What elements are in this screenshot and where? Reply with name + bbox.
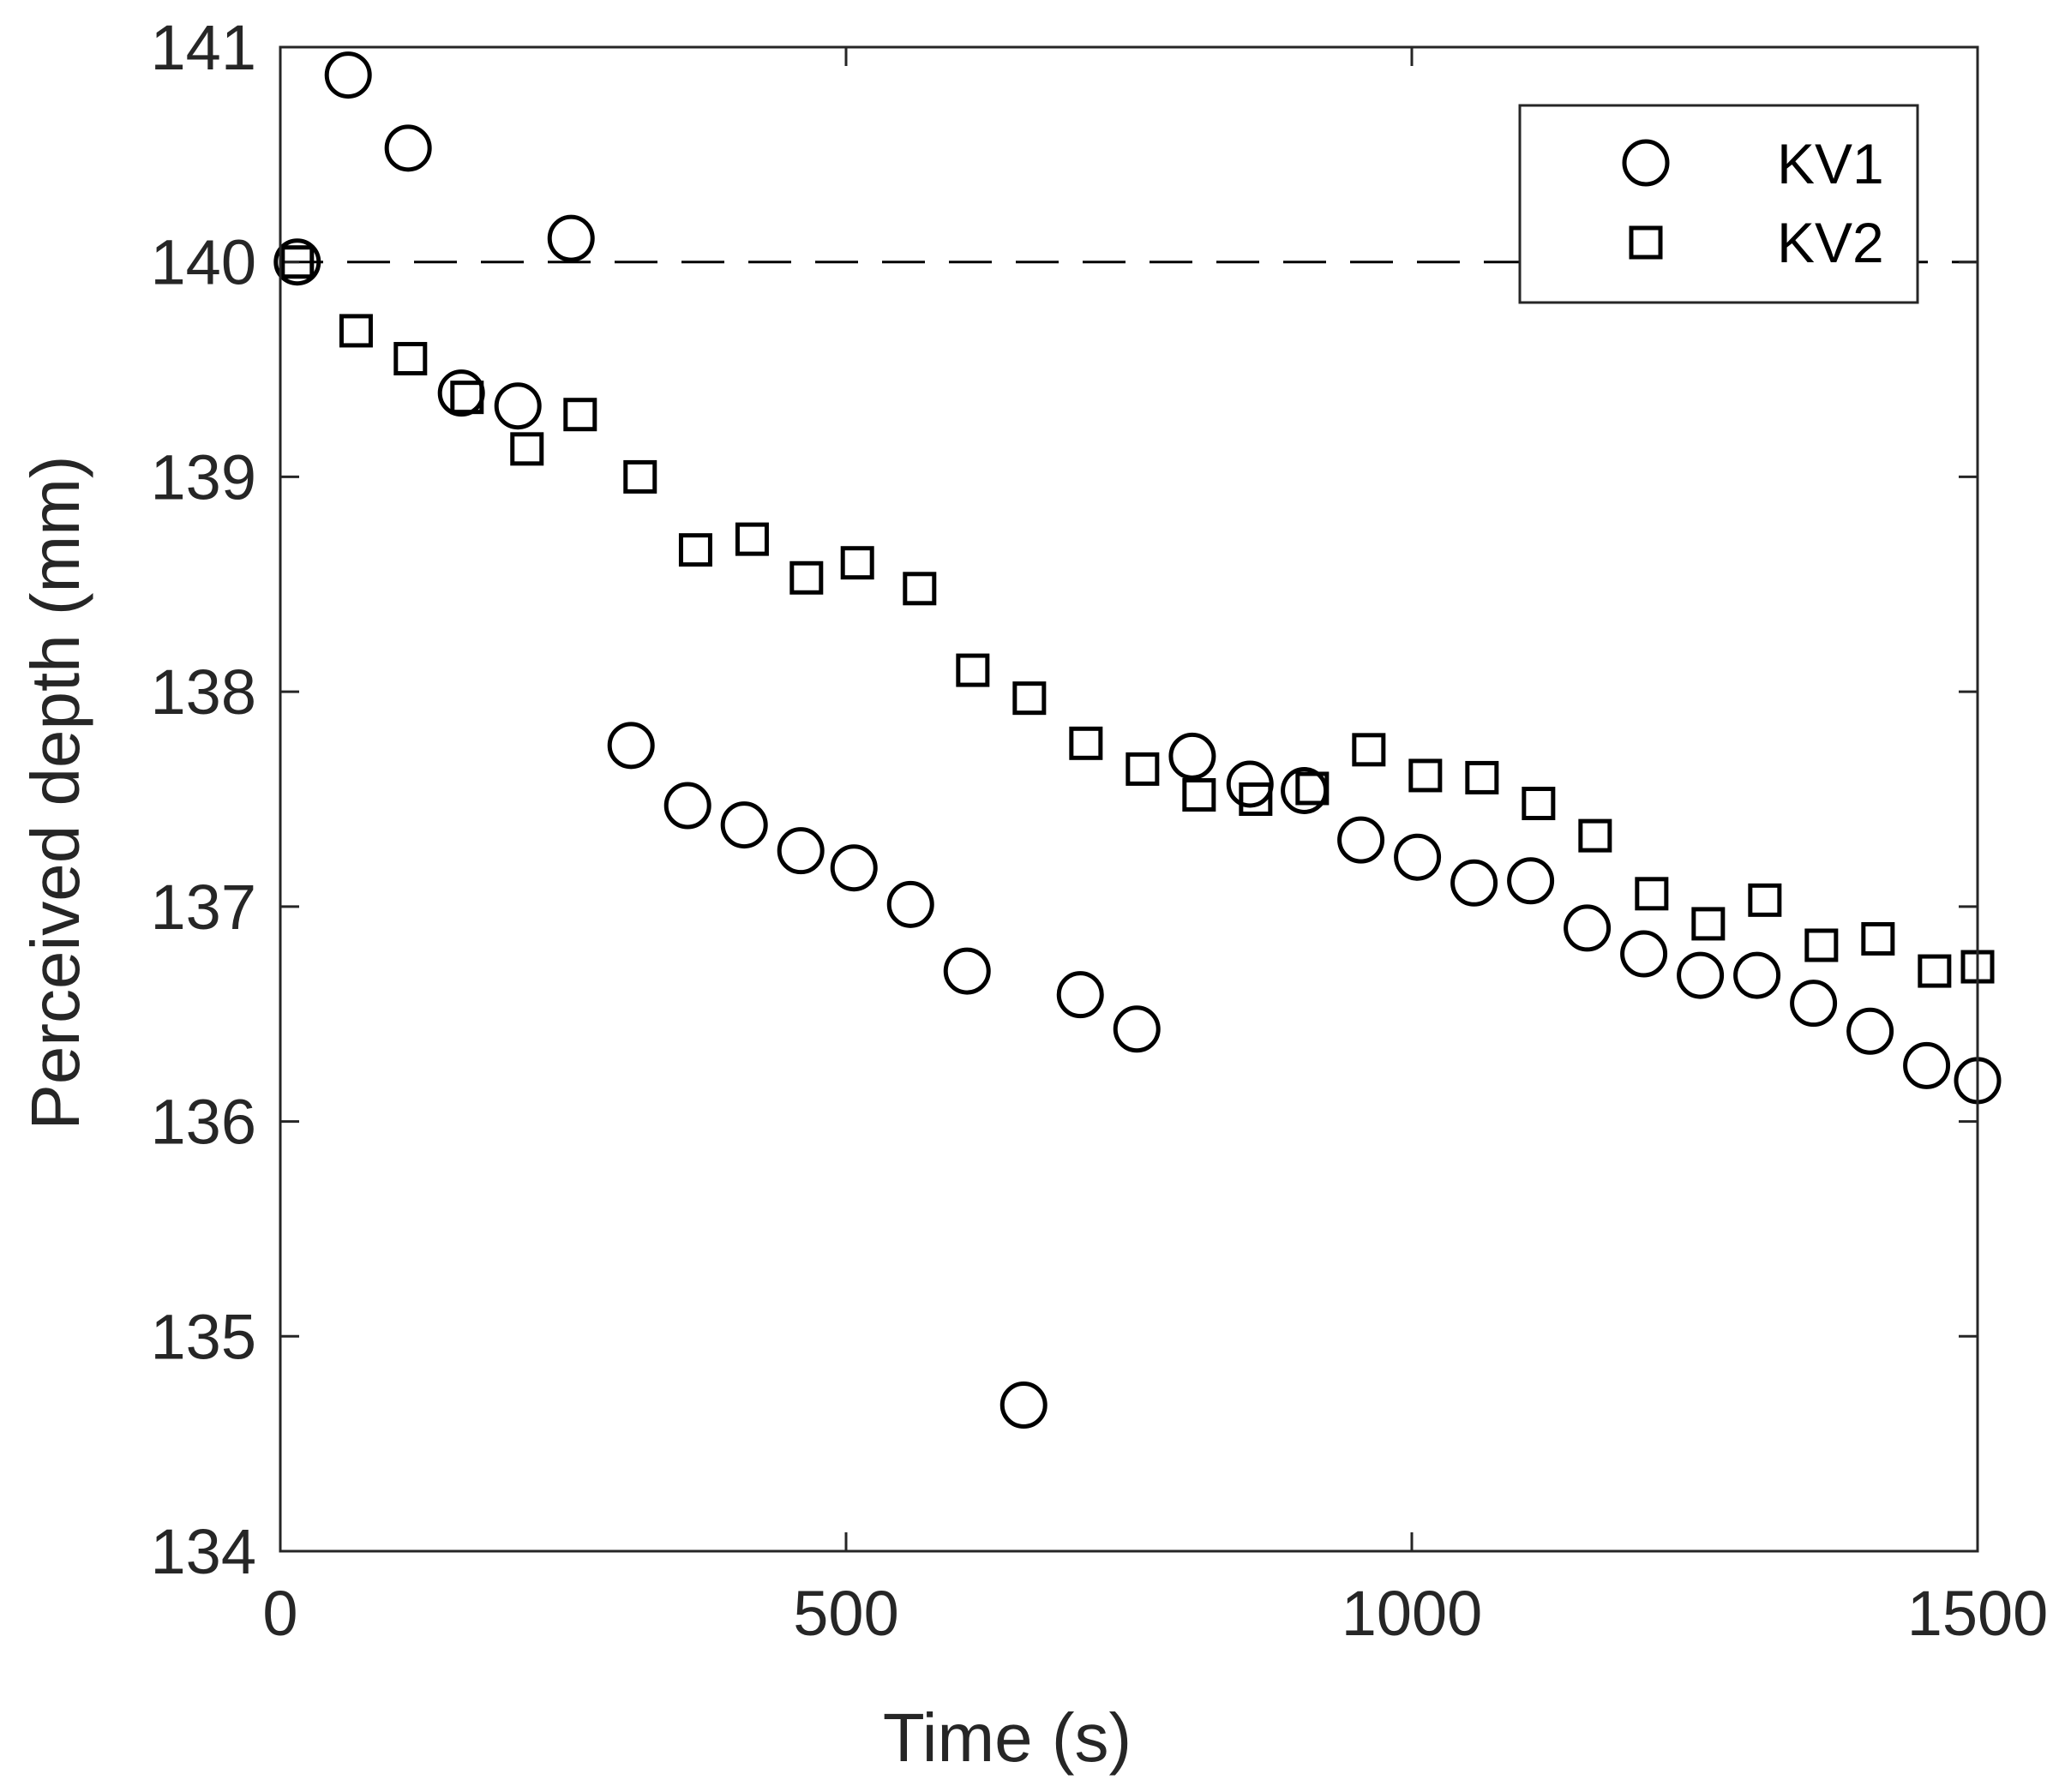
x-tick-label: 1000: [1342, 1578, 1483, 1649]
data-point-kv1: [1620, 930, 1668, 978]
data-point-kv2: [1918, 954, 1952, 988]
data-point-kv2: [1352, 733, 1386, 767]
data-point-kv2: [1182, 777, 1216, 812]
data-point-kv2: [956, 653, 990, 687]
data-point-kv2: [1465, 760, 1499, 794]
y-tick-label: 139: [151, 441, 256, 512]
data-point-kv2: [510, 432, 544, 466]
data-point-kv2: [280, 245, 315, 279]
data-point-kv2: [1804, 928, 1839, 962]
data-point-kv2: [1578, 818, 1612, 853]
data-point-kv1: [1337, 816, 1385, 864]
data-point-kv1: [886, 880, 934, 928]
axes-frame: [279, 45, 1979, 1553]
data-point-kv2: [393, 342, 428, 376]
x-tick-label: 500: [793, 1578, 898, 1649]
series-kv2: [280, 245, 1995, 988]
data-point-kv2: [563, 398, 597, 432]
y-tick-label: 141: [151, 12, 256, 83]
data-point-kv2: [1069, 726, 1103, 760]
data-point-kv1: [1733, 951, 1781, 999]
data-point-kv2: [1691, 907, 1726, 941]
data-point-kv2: [1239, 782, 1273, 816]
series-kv1: [273, 51, 2002, 1429]
data-point-kv1: [1903, 1041, 1951, 1089]
data-point-kv2: [678, 533, 712, 567]
data-point-kv1: [1564, 904, 1612, 952]
data-point-kv1: [607, 722, 655, 770]
data-point-kv1: [1677, 951, 1725, 999]
data-point-kv2: [623, 459, 657, 494]
data-point-kv2: [789, 560, 824, 595]
data-point-kv2: [1012, 681, 1047, 716]
data-point-kv1: [943, 947, 991, 995]
data-point-kv2: [903, 572, 937, 606]
data-point-kv1: [273, 238, 321, 286]
tick-labels: 0 500 1000 1500 134 135 136 137 138 139 140 141: [151, 12, 2049, 1649]
data-point-kv2: [450, 381, 484, 415]
data-series: [273, 51, 2002, 1429]
data-point-kv2: [339, 314, 373, 348]
data-point-kv1: [324, 51, 372, 99]
data-point-kv1: [1846, 1007, 1894, 1055]
legend-label-kv2: KV2: [1777, 211, 1884, 274]
data-point-kv2: [1522, 787, 1556, 821]
data-point-kv2: [1295, 771, 1330, 806]
data-point-kv2: [1408, 758, 1443, 793]
data-point-kv2: [840, 546, 874, 580]
data-point-kv2: [1635, 877, 1669, 911]
data-point-kv1: [1450, 859, 1498, 907]
data-point-kv2: [735, 522, 769, 556]
data-point-kv1: [547, 214, 595, 262]
x-axis-title: Time (s): [883, 1699, 1132, 1776]
data-point-kv2: [1861, 921, 1895, 956]
legend-label-kv1: KV1: [1777, 132, 1884, 195]
data-point-kv1: [720, 801, 768, 849]
legend-marker-kv2: [1629, 225, 1663, 260]
x-tick-label: 1500: [1907, 1578, 2049, 1649]
data-point-kv1: [1056, 971, 1104, 1019]
data-point-kv1: [830, 844, 878, 892]
data-point-kv2: [1126, 752, 1160, 786]
data-point-kv1: [1394, 833, 1442, 881]
legend-box: [1518, 104, 1919, 304]
y-tick-label: 140: [151, 227, 256, 298]
data-point-kv1: [1113, 1005, 1161, 1053]
data-point-kv1: [1507, 857, 1555, 905]
y-tick-label: 138: [151, 656, 256, 728]
y-tick-label: 137: [151, 872, 256, 943]
y-tick-label: 136: [151, 1087, 256, 1158]
x-tick-label: 0: [262, 1578, 297, 1649]
legend-marker-kv1: [1622, 139, 1670, 187]
legend-symbol-kv1: [1622, 139, 1670, 187]
data-point-kv1: [384, 124, 432, 172]
y-tick-label: 134: [151, 1516, 256, 1587]
data-point-kv1: [1168, 732, 1216, 780]
data-point-kv2: [1748, 883, 1782, 917]
data-point-kv1: [663, 782, 711, 830]
data-point-kv1: [1790, 980, 1838, 1028]
axes-box: [279, 45, 1979, 1553]
legend-symbol-kv2: [1629, 225, 1663, 260]
y-tick-label: 135: [151, 1301, 256, 1372]
data-point-kv1: [999, 1381, 1048, 1429]
data-point-kv1: [494, 382, 542, 430]
y-axis-title: Perceived depth (mm): [17, 456, 93, 1130]
data-point-kv1: [777, 827, 825, 875]
legend: KV1 KV2: [1518, 104, 1919, 304]
